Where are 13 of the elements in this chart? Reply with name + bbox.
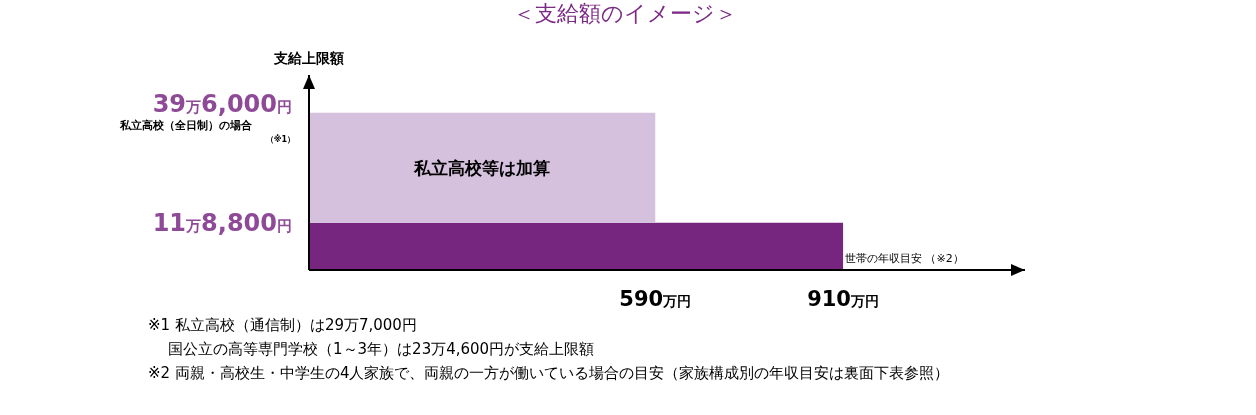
text: 39万6,000円 [152, 89, 292, 118]
annotation: 私立高校等は加算 [413, 157, 551, 178]
chart-title: ＜支給額のイメージ＞ [513, 1, 737, 26]
text: ※2 両親・高校生・中学生の4人家族で、両親の一方が働いている場合の目安（家族構成別の年収目安は裏面下表参照） [148, 364, 950, 382]
text: （※1） [265, 133, 295, 144]
y-axis-title: 支給上限額 [273, 50, 344, 66]
text: 私立高校（全日制）の場合 [119, 118, 253, 132]
x-tick-label: 590万円 [619, 287, 692, 311]
x-tick-label: 910万円 [807, 287, 879, 311]
text: 11万8,800円 [152, 208, 292, 237]
text: 国公立の高等専門学校（1～3年）は23万4,600円が支給上限額 [168, 340, 595, 358]
x-axis-title: 世帯の年収目安 （※2） [845, 252, 964, 265]
text: ※1 私立高校（通信制）は29万7,000円 [148, 316, 417, 334]
